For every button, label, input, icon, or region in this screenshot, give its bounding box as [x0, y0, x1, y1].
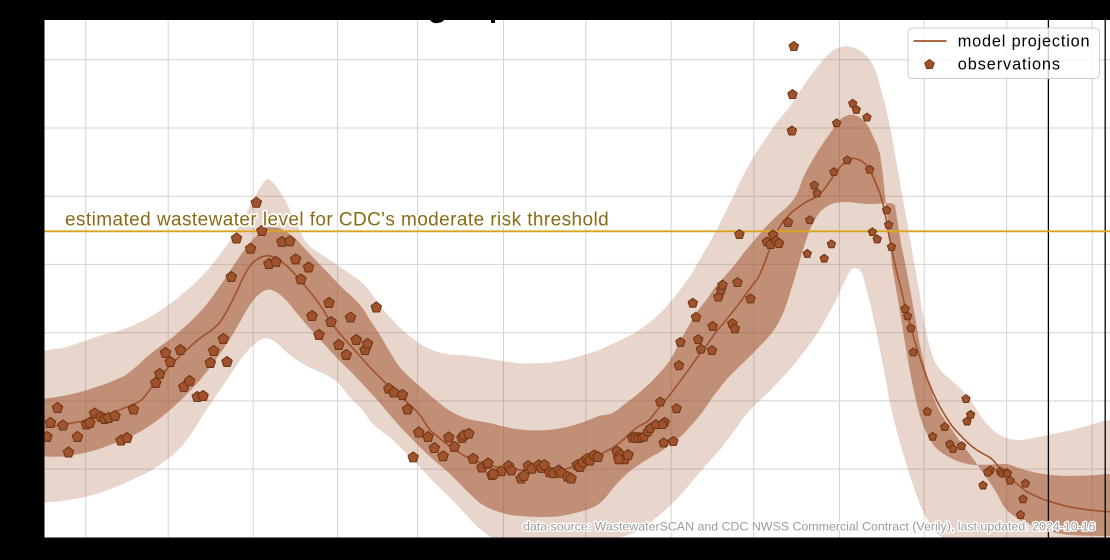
svg-text:model projection: model projection	[958, 32, 1091, 50]
svg-text:estimated wastewater level for: estimated wastewater level for CDC's mod…	[65, 210, 609, 231]
svg-text:observations: observations	[958, 55, 1061, 73]
svg-text:data source: WastewaterSCAN an: data source: WastewaterSCAN and CDC NWSS…	[523, 520, 1096, 534]
